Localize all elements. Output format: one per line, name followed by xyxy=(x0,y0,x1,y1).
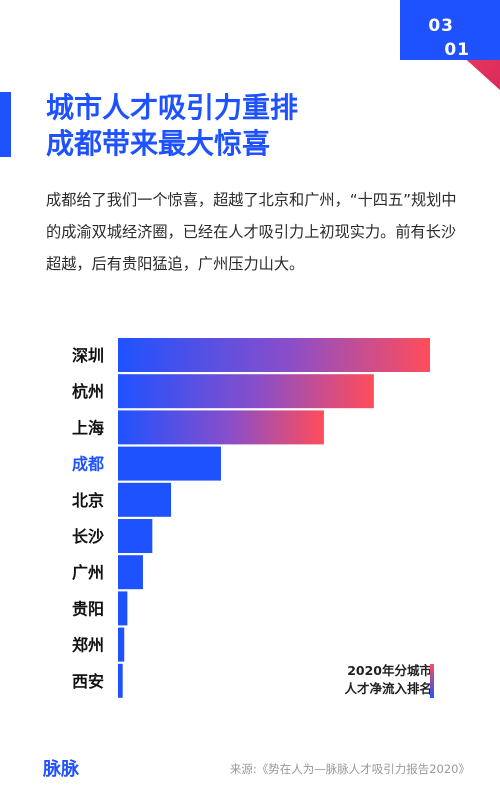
bar-6 xyxy=(118,555,143,590)
category-label-5: 长沙 xyxy=(72,527,104,546)
corner-decoration xyxy=(400,0,500,90)
page-title: 城市人才吸引力重排 成都带来最大惊喜 xyxy=(46,90,446,162)
brand-logo: 脉脉 xyxy=(43,759,79,780)
legend-line-2: 人才净流入排名 xyxy=(344,681,432,696)
page-number-top: 03 xyxy=(428,16,454,36)
category-label-3: 成都 xyxy=(72,455,104,474)
source-note: 来源:《势在人为—脉脉人才吸引力报告2020》 xyxy=(229,762,470,776)
bar-0 xyxy=(118,338,430,372)
chart-legend: 2020年分城市 人才净流入排名 xyxy=(344,662,432,698)
intro-paragraph: 成都给了我们一个惊喜，超越了北京和广州，“十四五”规划中的成渝双城经济圈，已经在… xyxy=(46,191,457,273)
category-label-1: 杭州 xyxy=(72,382,104,401)
legend-line-1: 2020年分城市 xyxy=(347,663,432,678)
bar-9 xyxy=(118,663,123,698)
category-label-0: 深圳 xyxy=(72,346,104,365)
category-label-8: 郑州 xyxy=(72,636,104,655)
title-line-1: 城市人才吸引力重排 xyxy=(46,91,299,124)
bar-3 xyxy=(118,446,221,481)
legend-gradient-bar xyxy=(430,664,434,698)
bar-4 xyxy=(118,482,172,517)
page-number-bottom: 01 xyxy=(444,40,470,60)
bar-2 xyxy=(118,410,324,445)
bar-1 xyxy=(118,374,374,409)
bar-5 xyxy=(118,519,153,553)
category-label-4: 北京 xyxy=(72,491,104,510)
title-accent-bar xyxy=(0,92,11,157)
bar-8 xyxy=(118,627,125,662)
category-label-9: 西安 xyxy=(72,672,104,691)
category-label-7: 贵阳 xyxy=(72,599,104,618)
bar-7 xyxy=(118,591,128,626)
category-label-2: 上海 xyxy=(72,418,104,437)
title-line-2: 成都带来最大惊喜 xyxy=(46,127,271,160)
category-label-6: 广州 xyxy=(72,563,104,582)
